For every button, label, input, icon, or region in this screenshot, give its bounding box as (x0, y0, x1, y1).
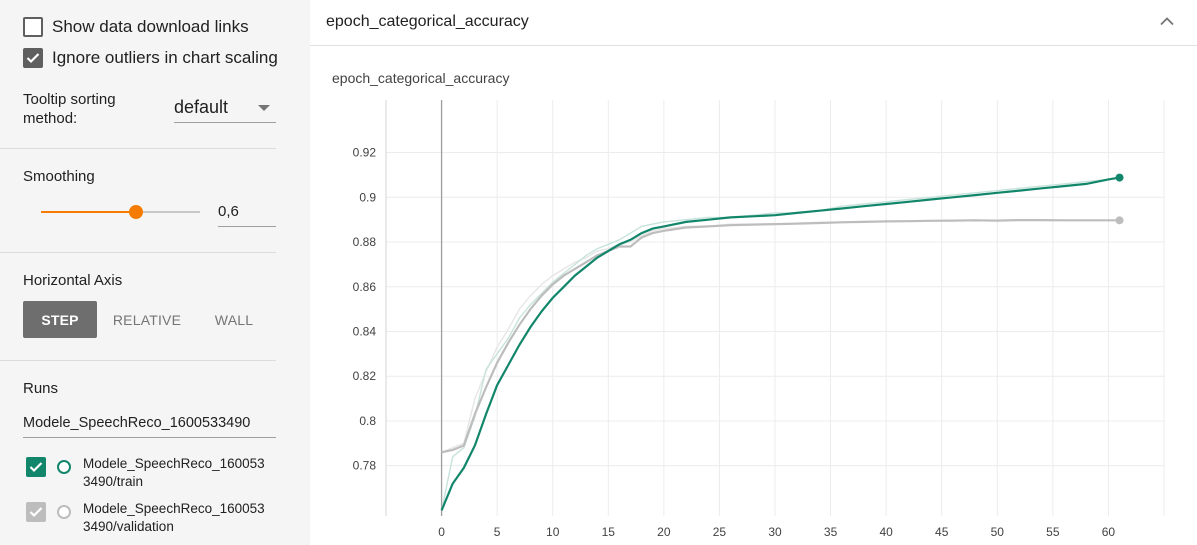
dropdown-arrow-icon (258, 105, 270, 111)
run-train-name: Modele_SpeechReco_160053 3490/train (83, 455, 283, 491)
x-tick-label: 35 (824, 525, 838, 539)
y-tick-label: 0.78 (353, 459, 377, 473)
run-train-name-line1: Modele_SpeechReco_160053 (83, 456, 265, 471)
axis-wall-button[interactable]: WALL (214, 311, 254, 328)
series-raw-line (441, 219, 1120, 453)
checkmark-icon (26, 53, 40, 64)
x-tick-label: 20 (657, 525, 671, 539)
chart-card: epoch_categorical_accuracy epoch_categor… (310, 0, 1197, 545)
settings-sidebar: Show data download links Ignore outliers… (0, 0, 300, 545)
x-tick-label: 30 (768, 525, 782, 539)
run-validation-name-line1: Modele_SpeechReco_160053 (83, 501, 265, 516)
tooltip-sorting-label: Tooltip sorting method: (23, 90, 116, 128)
series-end-point (1115, 216, 1124, 225)
section-divider (0, 360, 276, 361)
run-train-color-icon[interactable] (57, 460, 71, 474)
run-validation-name: Modele_SpeechReco_160053 3490/validation (83, 500, 283, 536)
checkmark-icon (29, 462, 43, 473)
ignore-outliers-label: Ignore outliers in chart scaling (52, 48, 278, 67)
section-divider (0, 252, 276, 253)
run-validation-checkbox[interactable] (26, 502, 46, 522)
card-title: epoch_categorical_accuracy (326, 13, 529, 30)
show-download-links-label: Show data download links (52, 17, 249, 36)
run-validation-name-line2: 3490/validation (83, 519, 174, 534)
series-smoothed-line (440, 176, 1120, 511)
runs-filter-input[interactable]: Modele_SpeechReco_1600533490 (23, 412, 276, 438)
x-tick-label: 60 (1102, 525, 1116, 539)
x-tick-label: 55 (1046, 525, 1060, 539)
ignore-outliers-toggle[interactable]: Ignore outliers in chart scaling (23, 48, 278, 68)
show-download-links-checkbox[interactable] (23, 17, 43, 37)
series-smoothed-line (441, 219, 1120, 454)
series-end-point (1115, 173, 1124, 182)
run-train-checkbox[interactable] (26, 457, 46, 477)
tooltip-sorting-label-line1: Tooltip sorting (23, 91, 116, 108)
checkmark-icon (29, 507, 43, 518)
x-tick-label: 0 (438, 525, 445, 539)
y-tick-label: 0.82 (353, 369, 377, 383)
run-validation-color-icon[interactable] (57, 505, 71, 519)
axis-step-button[interactable]: STEP (23, 301, 97, 338)
series-raw-line (440, 176, 1120, 511)
chart-grid (385, 100, 1165, 516)
chevron-up-icon[interactable] (1160, 16, 1174, 26)
smoothing-value-input[interactable]: 0,6 (218, 202, 276, 227)
card-header[interactable]: epoch_categorical_accuracy (310, 0, 1197, 46)
smoothing-slider-thumb[interactable] (129, 205, 144, 219)
horizontal-axis-label: Horizontal Axis (23, 272, 123, 289)
x-tick-label: 25 (713, 525, 727, 539)
line-chart[interactable]: 0.78 0.8 0.82 0.84 0.86 0.88 0.9 0.92 0 5 10 15 20 2… (310, 0, 1197, 545)
x-tick-label: 50 (991, 525, 1005, 539)
ignore-outliers-checkbox[interactable] (23, 48, 43, 68)
show-download-links-toggle[interactable]: Show data download links (23, 17, 249, 37)
y-tick-label: 0.9 (359, 190, 376, 204)
smoothing-slider-fill (41, 211, 137, 213)
tooltip-sorting-label-line2: method: (23, 110, 78, 127)
x-tick-label: 45 (935, 525, 949, 539)
y-tick-label: 0.86 (353, 280, 377, 294)
x-tick-label: 40 (879, 525, 893, 539)
chart-series (440, 173, 1124, 511)
smoothing-label: Smoothing (23, 168, 95, 185)
chart-title: epoch_categorical_accuracy (332, 70, 510, 86)
y-tick-label: 0.84 (353, 324, 377, 338)
x-axis-ticks: 0 5 10 15 20 25 30 35 40 45 50 55 60 (438, 525, 1115, 539)
tooltip-sorting-value: default (174, 97, 229, 117)
y-axis-ticks: 0.78 0.8 0.82 0.84 0.86 0.88 0.9 0.92 (353, 146, 377, 473)
x-tick-label: 10 (546, 525, 560, 539)
x-tick-label: 5 (494, 525, 501, 539)
y-tick-label: 0.92 (353, 146, 377, 160)
tooltip-sorting-select[interactable]: default (174, 94, 276, 123)
section-divider (0, 148, 276, 149)
x-tick-label: 15 (602, 525, 616, 539)
axis-relative-button[interactable]: RELATIVE (112, 311, 182, 328)
y-tick-label: 0.88 (353, 235, 377, 249)
run-train-name-line2: 3490/train (83, 474, 144, 489)
runs-label: Runs (23, 380, 59, 397)
y-tick-label: 0.8 (359, 414, 376, 428)
